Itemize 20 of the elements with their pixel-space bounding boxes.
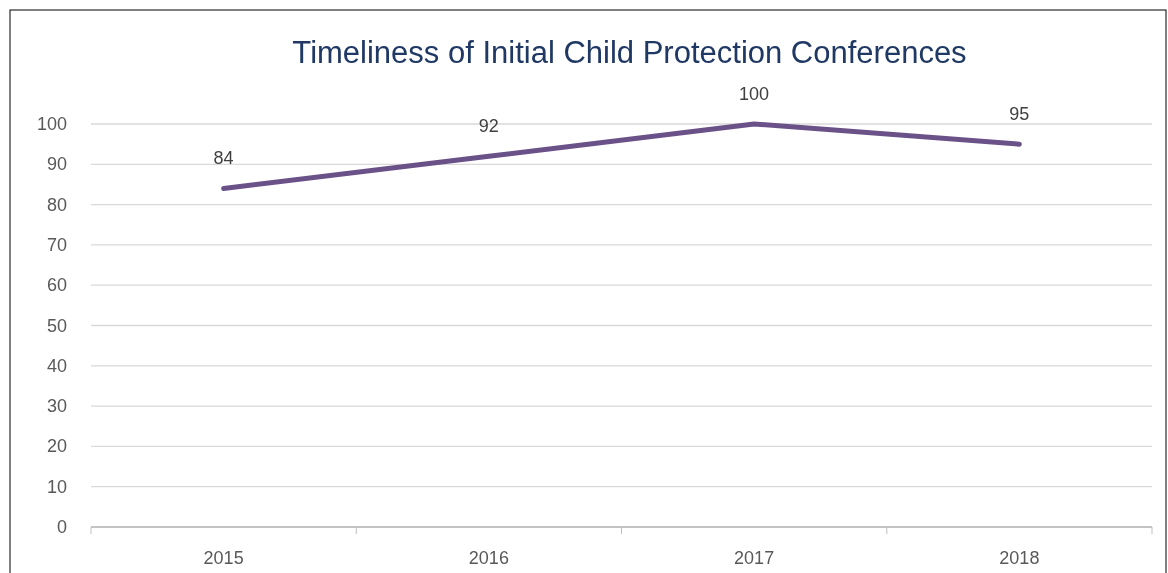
data-label: 92 [478,116,499,137]
y-tick-label: 90 [46,154,67,175]
y-tick-label: 50 [46,315,67,336]
data-label: 84 [213,148,234,169]
y-tick-label: 70 [46,234,67,255]
y-tick-label: 40 [46,355,67,376]
y-tick-label: 30 [46,396,67,417]
x-tick-label: 2016 [468,548,509,568]
data-label: 95 [1009,104,1030,125]
chart-title: Timeliness of Initial Child Protection Conferences [292,35,967,70]
y-tick-label: 100 [36,114,67,134]
x-tick-label: 2015 [203,548,244,568]
y-tick-label: 80 [46,194,67,215]
data-label: 100 [739,84,770,104]
y-tick-label: 0 [56,517,67,537]
x-tick-label: 2018 [999,548,1040,568]
y-tick-label: 60 [46,275,67,296]
x-tick-label: 2017 [734,548,775,568]
y-tick-label: 10 [46,476,67,497]
y-tick-label: 20 [46,436,67,457]
